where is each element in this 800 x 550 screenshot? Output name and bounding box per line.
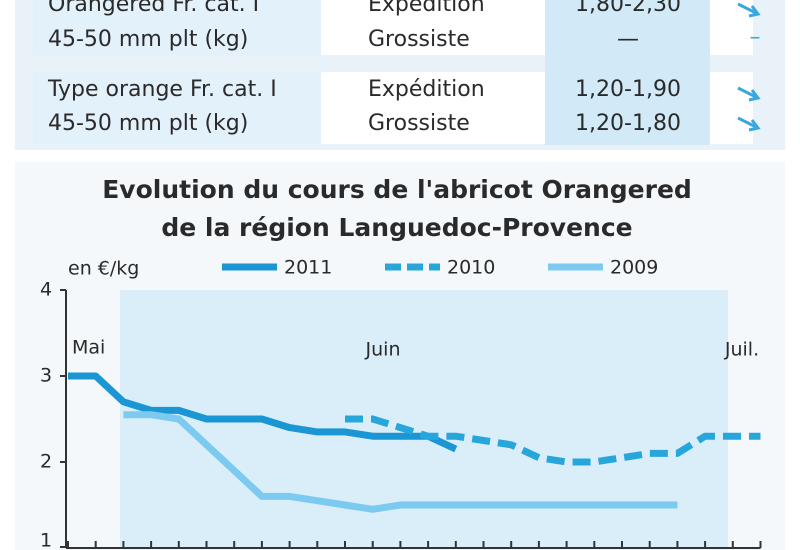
table-cell: Expédition	[368, 77, 485, 102]
arrow-down	[737, 116, 761, 132]
y-tick-label: 1	[40, 530, 52, 550]
table-cell: Grossiste	[368, 27, 470, 52]
y-axis-label: en €/kg	[68, 258, 139, 280]
chart-title: Evolution du cours de l'abricot Orangere…	[102, 175, 692, 204]
chart-title: de la région Languedoc-Provence	[161, 213, 632, 242]
table-cell: 45-50 mm plt (kg)	[48, 111, 248, 136]
table-cell: —	[617, 27, 639, 52]
table-cell: 1,20-1,80	[575, 111, 681, 136]
arrow-down	[737, 86, 761, 102]
table-cell: 45-50 mm plt (kg)	[48, 27, 248, 52]
table-cell: Expédition	[368, 0, 485, 17]
month-label: Juin	[365, 339, 401, 361]
series-line	[345, 415, 761, 466]
legend-label: 2010	[447, 257, 495, 279]
arrow-down	[737, 2, 761, 18]
legend-label: 2011	[284, 257, 332, 279]
trend-arrows	[737, 2, 761, 132]
plot: 1 2 3 4 2011 2010 2009	[40, 257, 762, 550]
month-label: Mai	[72, 337, 105, 359]
table-cell: Grossiste	[368, 111, 470, 136]
table-cell: 1,80-2,30	[575, 0, 681, 17]
label-cell	[33, 0, 321, 55]
y-tick-label: 3	[40, 365, 52, 387]
table: Orangered Fr. cat. I Expédition 1,80-2,30 4…	[47, 0, 681, 136]
legend-label: 2009	[610, 257, 658, 279]
y-tick-label: 4	[40, 279, 52, 301]
label-cell	[33, 72, 321, 144]
series-line	[123, 411, 678, 513]
month-label: Juil.	[724, 339, 759, 361]
series-line	[68, 372, 458, 453]
table-cell: Orangered Fr. cat. I	[48, 0, 259, 17]
y-tick-label: 2	[40, 451, 52, 473]
trend-dash: –	[750, 25, 761, 50]
table-cell: Type orange Fr. cat. I	[47, 77, 277, 102]
table-cell: 1,20-1,90	[575, 77, 681, 102]
price-column	[545, 0, 710, 145]
